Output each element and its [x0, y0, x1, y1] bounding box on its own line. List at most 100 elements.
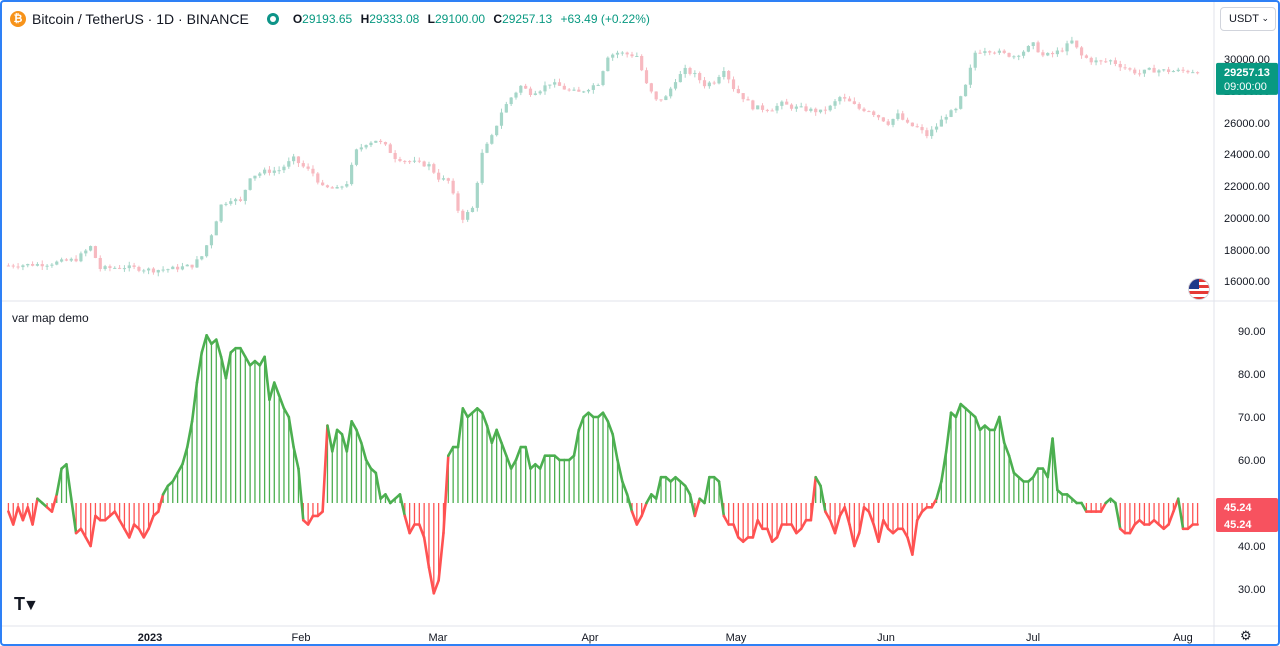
osc-line-segment — [1080, 501, 1088, 513]
candle-body — [1162, 69, 1166, 71]
candle-body — [528, 88, 533, 95]
osc-tick-label: 60.00 — [1238, 455, 1266, 467]
candle-body — [282, 166, 286, 171]
market-status-icon[interactable] — [266, 13, 279, 25]
symbol-title[interactable]: Bitcoin / TetherUS · 1D · BINANCE — [32, 11, 249, 27]
candle-body — [538, 91, 542, 94]
candle-body — [1050, 52, 1055, 55]
osc-line-segment — [156, 493, 165, 513]
low-label: L — [427, 12, 435, 26]
ohlc-values: O29193.65 H29333.08 L29100.00 C29257.13 … — [293, 12, 655, 26]
osc-line-segment — [1051, 437, 1059, 492]
candle-body — [466, 212, 470, 220]
candle-body — [799, 106, 803, 108]
candle-body — [1079, 47, 1084, 56]
candle-body — [451, 180, 455, 194]
osc-line-segment — [577, 415, 585, 432]
candle-body — [113, 267, 117, 269]
osc-line-segment — [611, 432, 619, 462]
osc-line-segment — [799, 518, 808, 531]
osc-line-segment — [432, 579, 440, 595]
candle-body — [306, 166, 310, 169]
candle-body — [108, 266, 112, 268]
tradingview-logo[interactable]: T▼ — [14, 594, 39, 614]
candle-body — [872, 111, 876, 115]
osc-line-segment — [998, 415, 1006, 445]
candle-body — [1065, 43, 1069, 52]
osc-line-segment — [857, 505, 866, 535]
candle-body — [751, 100, 755, 110]
osc-line-segment — [55, 467, 63, 496]
candle-body — [673, 82, 678, 89]
osc-line-segment — [635, 514, 643, 526]
osc-line-segment — [321, 424, 329, 513]
osc-line-segment — [350, 419, 358, 432]
candle-body — [190, 264, 194, 268]
candle-body — [480, 152, 484, 183]
candle-body — [446, 178, 450, 181]
osc-line-segment — [490, 428, 498, 445]
osc-line-segment — [185, 419, 194, 449]
osc-line-segment — [50, 493, 59, 513]
osc-line-segment — [766, 527, 774, 544]
indicator-label[interactable]: var map demo — [12, 311, 89, 325]
candle-body — [490, 135, 494, 144]
candle-body — [200, 256, 204, 260]
candle-body — [954, 108, 958, 111]
time-tick-label: Jun — [877, 632, 895, 644]
time-tick-label: Aug — [1173, 632, 1193, 644]
candle-body — [151, 268, 156, 273]
candle-body — [185, 264, 189, 267]
candle-body — [809, 108, 813, 111]
candle-body — [591, 85, 595, 90]
candle-body — [364, 145, 368, 148]
candle-body — [1070, 40, 1074, 44]
gear-icon[interactable]: ⚙ — [1240, 628, 1252, 643]
osc-line-segment — [654, 475, 663, 501]
osc-line-segment — [717, 480, 726, 518]
candle-body — [470, 207, 475, 213]
candle-body — [891, 118, 895, 125]
candle-body — [1108, 60, 1113, 62]
candle-body — [11, 265, 15, 267]
candle-body — [543, 85, 547, 92]
osc-line-segment — [814, 475, 822, 488]
candle-body — [1026, 46, 1030, 52]
candle-body — [765, 109, 769, 111]
candle-body — [1036, 42, 1040, 53]
candle-body — [219, 204, 223, 222]
candle-body — [698, 73, 702, 81]
osc-line-segment — [398, 493, 407, 518]
osc-line-segment — [447, 445, 455, 458]
candle-body — [770, 110, 774, 112]
candle-body — [354, 149, 359, 165]
candle-body — [398, 158, 402, 162]
currency-select[interactable]: USDT ⌄ — [1220, 7, 1276, 31]
candle-body — [828, 105, 832, 111]
candle-body — [50, 264, 54, 266]
candle-body — [934, 126, 939, 130]
osc-line-segment — [326, 424, 334, 453]
candle-body — [1157, 70, 1161, 73]
candle-body — [823, 109, 827, 111]
candle-body — [383, 142, 388, 145]
candle-body — [180, 266, 185, 270]
osc-tag-value: 45.24 — [1224, 502, 1252, 514]
candle-body — [325, 185, 330, 188]
candle-body — [944, 116, 948, 120]
us-flag-icon[interactable] — [1188, 278, 1210, 300]
osc-line-segment — [219, 355, 228, 380]
candle-body — [93, 246, 98, 258]
candle-body — [1123, 67, 1127, 69]
osc-value-tag — [1216, 498, 1278, 532]
candle-body — [712, 82, 716, 84]
osc-line-segment — [1007, 454, 1016, 475]
candle-body — [485, 143, 489, 153]
candle-body — [707, 82, 711, 87]
time-tick-label: Apr — [581, 632, 598, 644]
candle-body — [1075, 40, 1079, 48]
candle-body — [1118, 63, 1122, 68]
candle-body — [84, 250, 88, 254]
candle-body — [393, 152, 397, 159]
